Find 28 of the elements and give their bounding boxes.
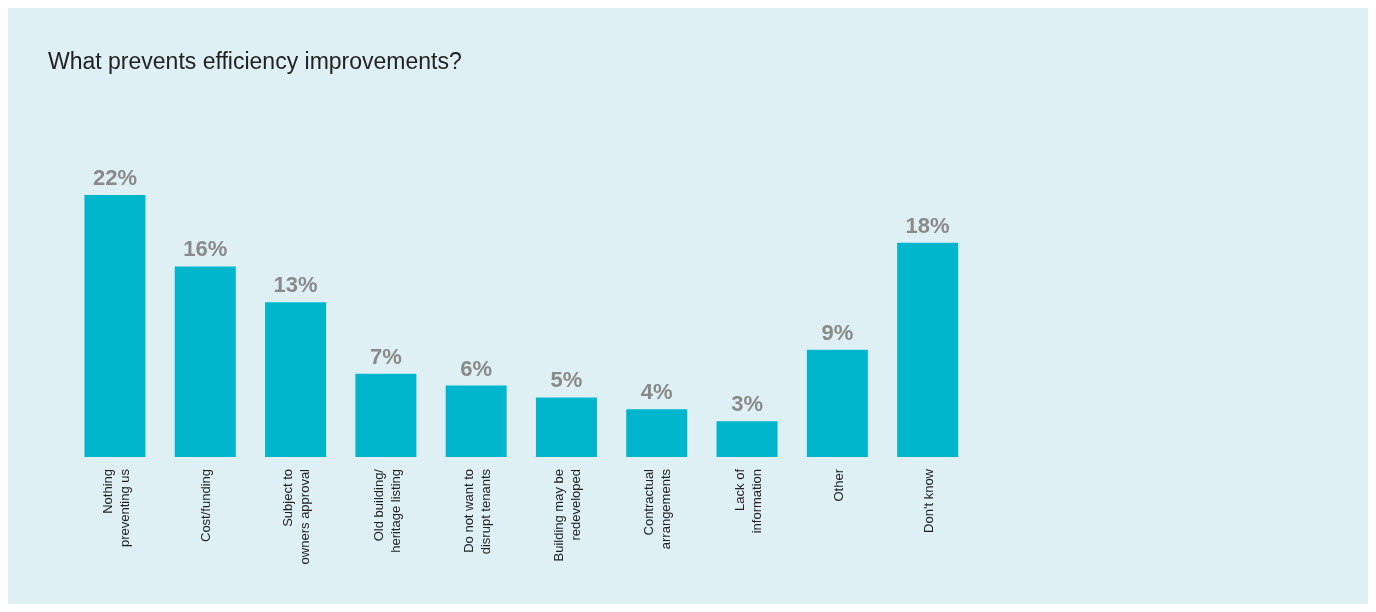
x-tick-label: Other [830, 468, 846, 502]
x-tick-label: Don't know [920, 468, 936, 533]
bar [535, 397, 597, 457]
bar [716, 421, 778, 457]
x-tick-label: Lack of information [731, 468, 764, 534]
bar [445, 385, 507, 457]
bar [897, 242, 959, 457]
data-label: 16% [183, 236, 228, 262]
x-tick-label: Building may be redeveloped [551, 469, 584, 562]
data-label: 9% [821, 319, 854, 345]
x-tick-label: Nothing preventing us [99, 468, 132, 548]
data-label: 5% [550, 367, 583, 393]
chart-title: What prevents efficiency improvements? [48, 48, 462, 75]
bar [265, 302, 327, 457]
data-label: 7% [369, 343, 402, 369]
data-label: 4% [640, 379, 673, 405]
data-label: 18% [905, 212, 950, 238]
data-label: 6% [460, 355, 493, 381]
bar [806, 349, 868, 457]
data-label: 22% [92, 165, 137, 190]
bar [174, 266, 236, 457]
x-tick-label: Cost/funding [198, 469, 214, 542]
bar [84, 195, 146, 457]
x-tick-label: Subject to owners approval [280, 468, 313, 565]
bar [626, 409, 688, 457]
data-label: 13% [273, 272, 318, 298]
bar [355, 373, 417, 457]
data-label: 3% [731, 391, 763, 417]
